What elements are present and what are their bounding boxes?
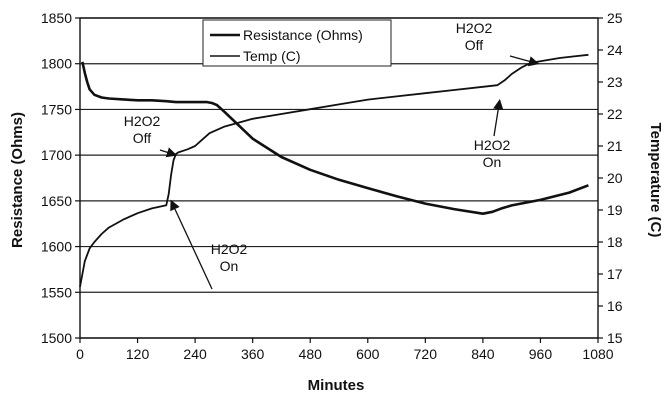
annotation-label-0-1: Off [133, 130, 152, 146]
y-left-tick-label-3: 1650 [41, 193, 72, 209]
y-right-tick-label-0: 15 [607, 330, 623, 346]
series-line-temp [79, 53, 589, 287]
x-tick-label-1: 120 [126, 346, 150, 362]
x-tick-labels: 0 120 240 360 480 600 720 840 960 1080 [76, 338, 614, 362]
annotation-label-2-1: Off [465, 37, 484, 53]
annotation-label-2-0: H2O2 [456, 20, 493, 36]
x-tick-label-7: 840 [471, 346, 495, 362]
x-tick-label-0: 0 [76, 346, 84, 362]
series-lines [79, 53, 589, 287]
y-left-tick-label-6: 1800 [41, 56, 72, 72]
y-left-tick-label-0: 1500 [41, 330, 72, 346]
annotation-label-3-0: H2O2 [474, 137, 511, 153]
y-left-tick-label-5: 1750 [41, 101, 72, 117]
y-right-tick-label-4: 19 [607, 202, 623, 218]
legend-label-temp: Temp (C) [243, 48, 301, 64]
annotation-arrow-3 [493, 99, 504, 137]
y-right-tick-label-5: 20 [607, 170, 623, 186]
y-right-tick-label-8: 23 [607, 74, 623, 90]
annotation-label-3-1: On [483, 154, 502, 170]
y-left-tick-label-7: 1850 [41, 10, 72, 26]
x-tick-label-9: 1080 [582, 346, 613, 362]
y-left-tick-label-2: 1600 [41, 239, 72, 255]
x-tick-label-6: 720 [414, 346, 438, 362]
annotation-label-1-0: H2O2 [211, 241, 248, 257]
x-tick-label-3: 360 [241, 346, 265, 362]
y-right-tick-label-3: 18 [607, 234, 623, 250]
y-right-tick-label-10: 25 [607, 10, 623, 26]
legend: Resistance (Ohms) Temp (C) [202, 19, 392, 67]
annotation-arrow-0 [159, 147, 178, 158]
annotation-arrow-1 [170, 199, 213, 290]
y-right-tick-label-6: 21 [607, 138, 623, 154]
annotation-arrow-2 [509, 55, 540, 67]
annotation-label-0-0: H2O2 [124, 113, 161, 129]
annotation-label-1-1: On [220, 258, 239, 274]
y-right-tick-label-1: 16 [607, 298, 623, 314]
y-right-tick-labels: 15 16 17 18 19 20 21 22 23 24 25 [598, 10, 623, 346]
y-right-tick-label-9: 24 [607, 42, 623, 58]
y-right-axis-title: Temperature (C) [647, 123, 661, 238]
y-right-tick-label-7: 22 [607, 106, 623, 122]
x-tick-label-5: 600 [356, 346, 380, 362]
y-left-tick-labels: 1500 1550 1600 1650 1700 1750 1800 1850 [41, 10, 80, 346]
x-axis-title: Minutes [308, 377, 365, 394]
y-right-tick-label-2: 17 [607, 266, 623, 282]
y-left-tick-label-4: 1700 [41, 147, 72, 163]
x-tick-label-8: 960 [529, 346, 553, 362]
y-left-axis-title: Resistance (Ohms) [9, 112, 26, 248]
series-line-resistance [81, 61, 589, 215]
x-tick-label-2: 240 [183, 346, 207, 362]
y-left-tick-label-1: 1550 [41, 284, 72, 300]
x-tick-label-4: 480 [299, 346, 323, 362]
legend-label-resistance: Resistance (Ohms) [243, 27, 363, 43]
legend-box [202, 19, 392, 67]
